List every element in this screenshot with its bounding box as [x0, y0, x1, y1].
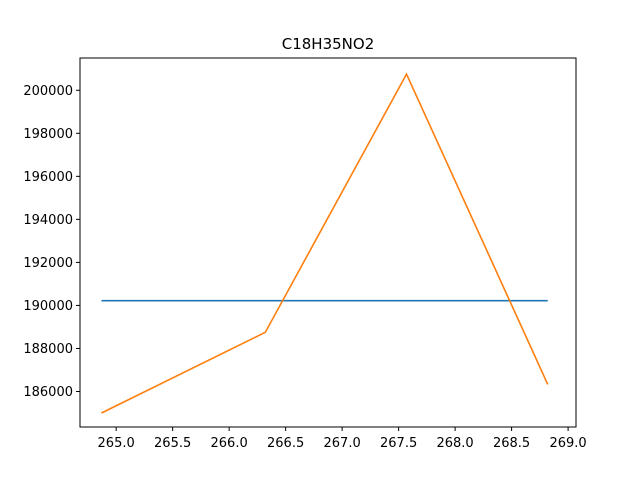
x-tick-label: 268.0 — [436, 436, 473, 451]
x-tick-label: 267.0 — [324, 436, 361, 451]
y-tick-label: 188000 — [23, 342, 73, 357]
x-tick-label: 266.0 — [211, 436, 248, 451]
x-tick-label: 266.5 — [267, 436, 304, 451]
x-tick-label: 268.5 — [493, 436, 530, 451]
plot-area-frame — [79, 57, 577, 428]
y-tick-label: 194000 — [23, 213, 73, 228]
y-tick-label: 196000 — [23, 170, 73, 185]
y-tick-label: 192000 — [23, 256, 73, 271]
x-tick-label: 265.0 — [98, 436, 135, 451]
y-axis-ticks: 186000 188000 190000 192000 194000 196000 1980… — [23, 84, 80, 400]
x-tick-label: 267.5 — [380, 436, 417, 451]
y-tick-label: 186000 — [23, 385, 73, 400]
series-line-2 — [101, 72, 549, 414]
x-tick-label: 269.0 — [549, 436, 586, 451]
x-axis-ticks: 265.0 265.5 266.0 266.5 267.0 267.5 268.0 268.5… — [98, 427, 587, 451]
y-tick-label: 190000 — [23, 299, 73, 314]
x-tick-label: 265.5 — [154, 436, 191, 451]
series-layer — [101, 72, 549, 414]
y-tick-label: 198000 — [23, 127, 73, 142]
chart-title: C18H35NO2 — [282, 35, 375, 53]
y-tick-label: 200000 — [23, 84, 73, 99]
